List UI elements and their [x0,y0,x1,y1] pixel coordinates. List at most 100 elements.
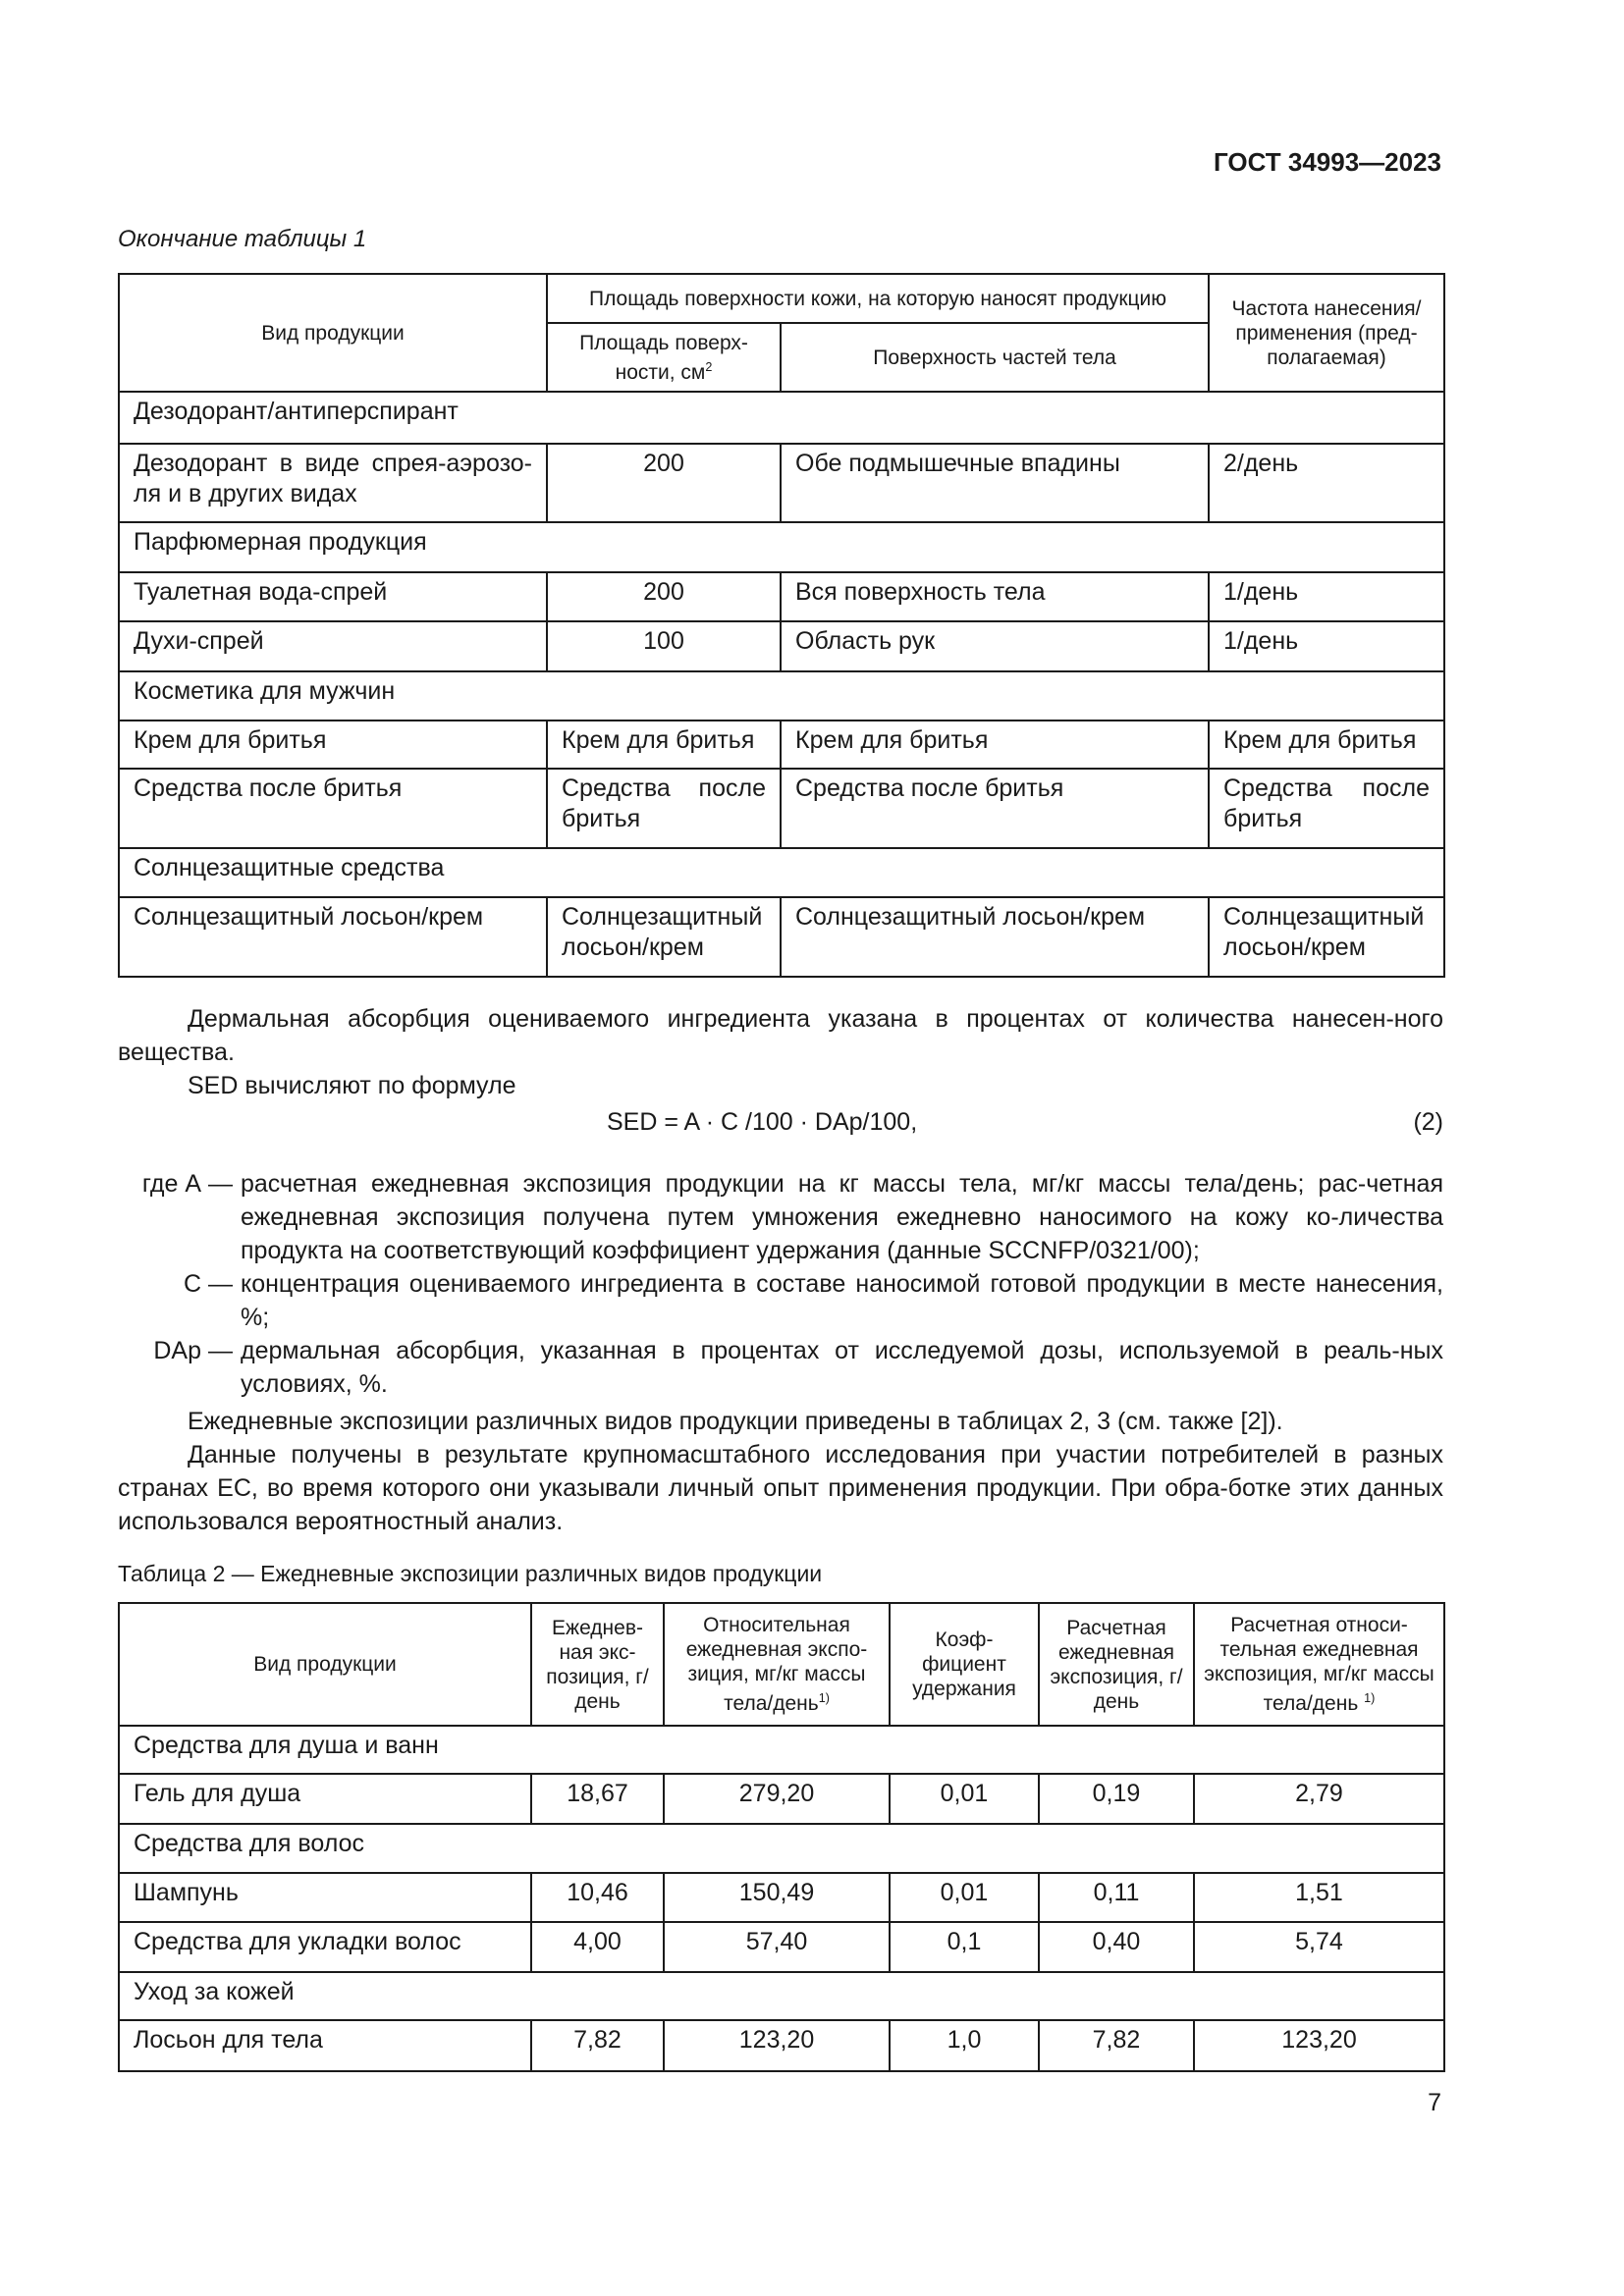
table-row: Солнцезащитный лосьон/крем Солнцезащитны… [118,896,1445,978]
definition-dap: DAp — дермальная абсорбция, указанная в … [118,1334,1443,1401]
cell-product: Крем для бритья [118,720,548,770]
table-row: Шампунь 10,46 150,49 0,01 0,11 1,51 [118,1872,1445,1923]
table-row: Дезодорант в виде спрея-аэрозо-ля и в др… [118,443,1445,523]
page-number: 7 [1428,2089,1441,2116]
cell-freq: Средства после бритья [1208,768,1445,849]
definition-a: где А — расчетная ежедневная экспозиция … [118,1167,1443,1267]
footnote-mark: 1) [818,1691,830,1705]
cell-product: Средства для укладки волос [118,1921,532,1973]
header-text: Относительная ежедневная экспо-зиция, мг… [685,1614,868,1715]
header-product: Вид продукции [118,273,548,393]
cell-area: 200 [546,443,782,523]
cell-product: Средства после бритья [118,768,548,849]
document-id: ГОСТ 34993—2023 [1214,147,1441,177]
cell: 0,11 [1038,1872,1195,1923]
formula-number: (2) [1413,1108,1443,1136]
def-term: С [183,1270,201,1298]
cell: 18,67 [530,1773,665,1825]
header-retention: Коэф-фициент удержания [889,1602,1040,1727]
def-text: дермальная абсорбция, указанная в процен… [241,1337,1443,1398]
table-continuation-caption: Окончание таблицы 1 [118,226,367,252]
paragraph-absorption: Дермальная абсорбция оцениваемого ингред… [118,1005,1443,1066]
cell-parts: Средства после бритья [780,768,1210,849]
cell-area: Средства после бритья [546,768,782,849]
cell-parts: Солнцезащитный лосьон/крем [780,896,1210,978]
paragraph-data: Данные получены в результате крупномасшт… [118,1441,1443,1535]
header-area-sup: 2 [705,359,713,374]
header-daily-exposure: Ежеднев-ная экс-позиция, г/день [530,1602,665,1727]
cell-product: Шампунь [118,1872,532,1923]
cell-parts: Вся поверхность тела [780,571,1210,622]
table-row: Духи-спрей 100 Область рук 1/день [118,620,1445,672]
header-relative-exposure: Относительная ежедневная экспо-зиция, мг… [663,1602,891,1727]
formula: SED = A · C /100 · DAp/100, [607,1108,918,1136]
group-row: Косметика для мужчин [118,670,1445,721]
cell-freq: 2/день [1208,443,1445,523]
cell: 0,1 [889,1921,1040,1973]
header-frequency: Частота нанесения/ применения (пред-пола… [1208,273,1445,393]
cell-area: Крем для бритья [546,720,782,770]
cell-area: 200 [546,571,782,622]
cell: 0,40 [1038,1921,1195,1973]
header-text: Расчетная относи-тельная ежедневная эксп… [1204,1614,1435,1715]
table-row: Гель для душа 18,67 279,20 0,01 0,19 2,7… [118,1773,1445,1825]
cell-area: Солнцезащитный лосьон/крем [546,896,782,978]
cell: 7,82 [530,2019,665,2072]
def-dash: — [208,1270,233,1298]
def-text: расчетная ежедневная экспозиция продукци… [241,1170,1443,1264]
group-row: Дезодорант/антиперспирант [118,391,1445,445]
cell: 150,49 [663,1872,891,1923]
cell: 10,46 [530,1872,665,1923]
paragraph-sed: SED вычисляют по формуле [188,1072,516,1099]
table-1: Вид продукции Площадь поверхности кожи, … [118,273,1445,978]
table-2-caption: Таблица 2 — Ежедневные экспозиции различ… [118,1561,823,1586]
header-body-parts: Поверхность частей тела [780,322,1210,393]
def-dash: — [208,1170,233,1198]
table-row: Средства после бритья Средства после бри… [118,768,1445,849]
cell-product: Солнцезащитный лосьон/крем [118,896,548,978]
footnote-mark: 1) [1364,1691,1376,1705]
header-area-text: Площадь поверх-ности, см [579,331,748,384]
header-area: Площадь поверх-ности, см2 [546,322,782,393]
cell: 123,20 [663,2019,891,2072]
table-row: Туалетная вода-спрей 200 Вся поверхность… [118,571,1445,622]
table-row: Крем для бритья Крем для бритья Крем для… [118,720,1445,770]
cell-product: Лосьон для тела [118,2019,532,2072]
cell: 279,20 [663,1773,891,1825]
def-dash: — [208,1337,233,1364]
cell-product: Гель для душа [118,1773,532,1825]
table-2: Вид продукции Ежеднев-ная экс-позиция, г… [118,1602,1445,2072]
cell: 5,74 [1193,1921,1445,1973]
cell: 0,01 [889,1872,1040,1923]
cell-freq: 1/день [1208,571,1445,622]
group-row: Парфюмерная продукция [118,521,1445,573]
cell-freq: Солнцезащитный лосьон/крем [1208,896,1445,978]
cell: 7,82 [1038,2019,1195,2072]
def-term: DAp [153,1337,201,1364]
cell-parts: Обе подмышечные впадины [780,443,1210,523]
group-row: Солнцезащитные средства [118,847,1445,898]
table-row: Лосьон для тела 7,82 123,20 1,0 7,82 123… [118,2019,1445,2072]
def-term: где А [141,1170,201,1198]
definition-c: С — концентрация оцениваемого ингредиент… [118,1267,1443,1334]
table-row: Средства для укладки волос 4,00 57,40 0,… [118,1921,1445,1973]
cell: 57,40 [663,1921,891,1973]
header-area-group: Площадь поверхности кожи, на которую нан… [546,273,1210,324]
cell-product: Дезодорант в виде спрея-аэрозо-ля и в др… [118,443,548,523]
cell: 123,20 [1193,2019,1445,2072]
cell: 0,19 [1038,1773,1195,1825]
cell: 4,00 [530,1921,665,1973]
group-row: Уход за кожей [118,1971,1445,2021]
cell: 2,79 [1193,1773,1445,1825]
header-calc-exposure: Расчетная ежедневная экспозиция, г/день [1038,1602,1195,1727]
cell-parts: Область рук [780,620,1210,672]
cell-area: 100 [546,620,782,672]
cell-parts: Крем для бритья [780,720,1210,770]
group-row: Средства для волос [118,1823,1445,1874]
cell: 0,01 [889,1773,1040,1825]
cell: 1,0 [889,2019,1040,2072]
cell-freq: 1/день [1208,620,1445,672]
cell-product: Туалетная вода-спрей [118,571,548,622]
cell-freq: Крем для бритья [1208,720,1445,770]
paragraph-exposures: Ежедневные экспозиции различных видов пр… [188,1408,1283,1435]
